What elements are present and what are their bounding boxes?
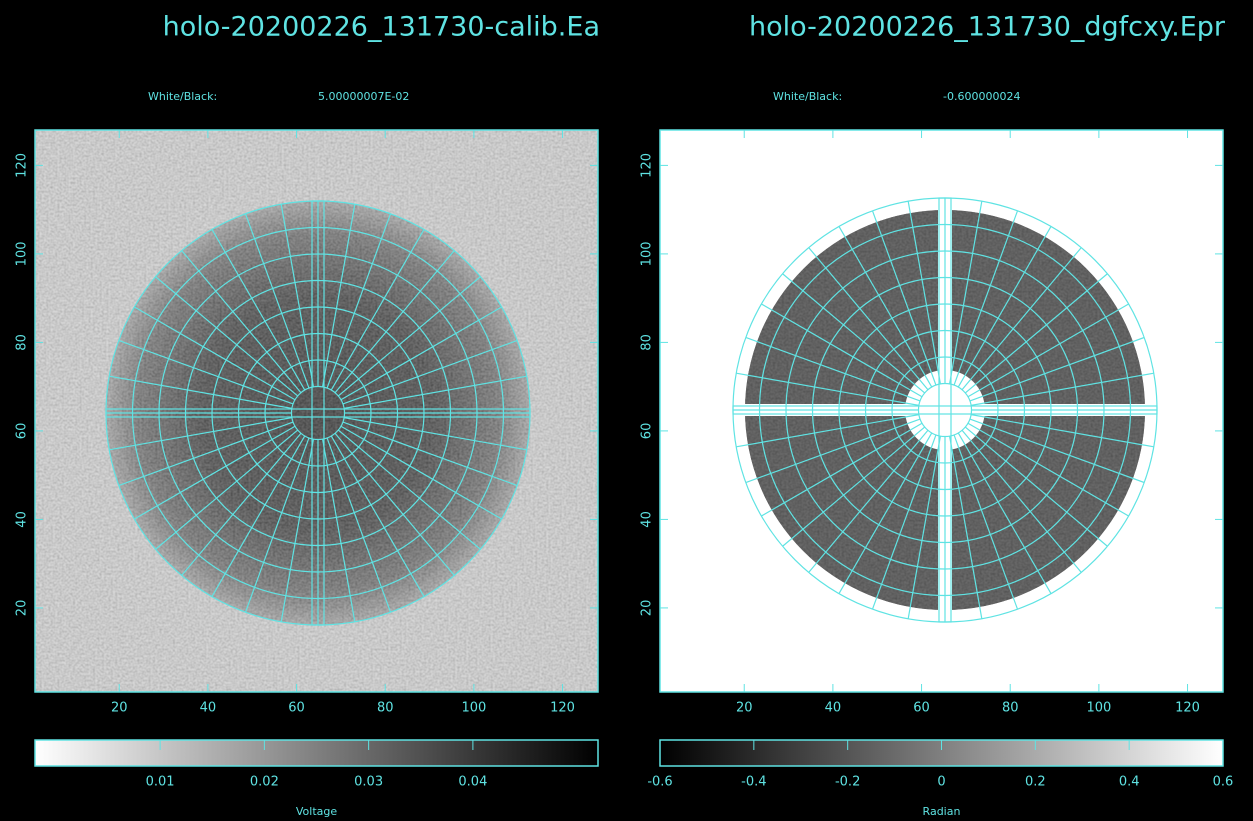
y-tick-label: 20 bbox=[640, 600, 655, 617]
colorbar-tick-label: -0.4 bbox=[741, 775, 766, 790]
image-right bbox=[660, 130, 1223, 692]
colorbar-tick-label: -0.2 bbox=[835, 775, 860, 790]
y-tick-label: 100 bbox=[640, 241, 655, 266]
colorbar-tick-label: 0 bbox=[937, 775, 945, 790]
y-tick-label: 20 bbox=[15, 600, 30, 617]
colorbar bbox=[35, 740, 598, 766]
x-tick-label: 120 bbox=[550, 701, 575, 716]
colorbar-tick-label: 0.02 bbox=[250, 775, 279, 790]
image-left bbox=[35, 130, 598, 692]
colorbar-tick-label: 0.2 bbox=[1025, 775, 1046, 790]
x-tick-label: 100 bbox=[461, 701, 486, 716]
x-tick-label: 60 bbox=[288, 701, 305, 716]
colorbar-tick-label: 0.01 bbox=[146, 775, 175, 790]
scale-value: -0.600000024 bbox=[943, 90, 1020, 103]
colorbar-tick-label: -0.6 bbox=[647, 775, 672, 790]
colorbar-tick-label: 0.03 bbox=[354, 775, 383, 790]
y-tick-label: 120 bbox=[15, 153, 30, 178]
colorbar-tick-label: 0.6 bbox=[1213, 775, 1234, 790]
y-tick-label: 80 bbox=[640, 334, 655, 351]
x-tick-label: 80 bbox=[1002, 701, 1019, 716]
y-tick-label: 80 bbox=[15, 334, 30, 351]
x-tick-label: 20 bbox=[736, 701, 753, 716]
colorbar-tick-label: 0.4 bbox=[1119, 775, 1140, 790]
page: {"chart_data": [ {"type": "image", "titl… bbox=[0, 0, 1253, 821]
colorbar-label: Voltage bbox=[296, 805, 337, 818]
x-tick-label: 100 bbox=[1086, 701, 1111, 716]
x-tick-label: 40 bbox=[200, 701, 217, 716]
y-tick-label: 40 bbox=[640, 511, 655, 528]
figure: holo-20200226_131730-calib.Ea White/Black… bbox=[0, 0, 1253, 821]
y-tick-label: 60 bbox=[15, 423, 30, 440]
colorbar-label: Radian bbox=[923, 805, 961, 818]
y-tick-label: 40 bbox=[15, 511, 30, 528]
y-tick-label: 100 bbox=[15, 241, 30, 266]
panel-title: holo-20200226_131730-calib.Ea bbox=[163, 12, 600, 43]
y-tick-label: 120 bbox=[640, 153, 655, 178]
scale-label: White/Black: bbox=[148, 90, 217, 103]
scale-value: 5.00000007E-02 bbox=[318, 90, 409, 103]
x-tick-label: 60 bbox=[913, 701, 930, 716]
x-tick-label: 20 bbox=[111, 701, 128, 716]
y-tick-label: 60 bbox=[640, 423, 655, 440]
x-tick-label: 40 bbox=[825, 701, 842, 716]
x-tick-label: 80 bbox=[377, 701, 394, 716]
scale-label: White/Black: bbox=[773, 90, 842, 103]
colorbar-tick-label: 0.04 bbox=[458, 775, 487, 790]
panel-title: holo-20200226_131730_dgfcxy.Epr bbox=[749, 12, 1226, 43]
x-tick-label: 120 bbox=[1175, 701, 1200, 716]
